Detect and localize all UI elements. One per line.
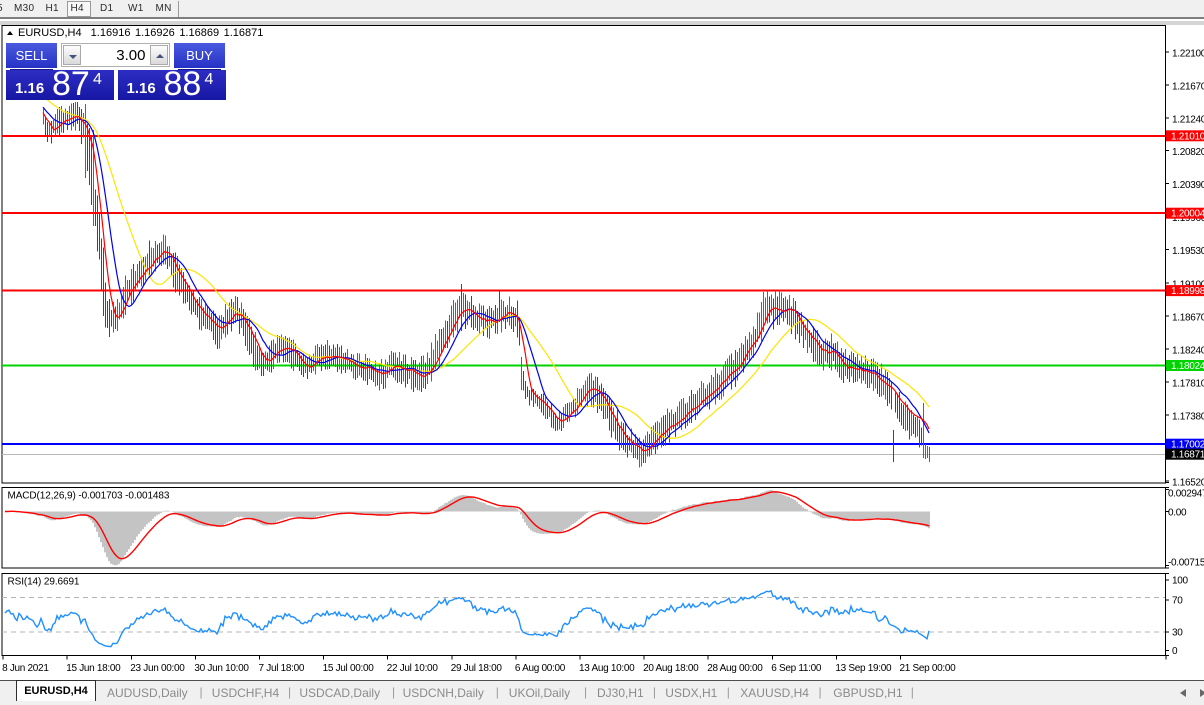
svg-text:1.20004: 1.20004 (1171, 209, 1204, 220)
svg-text:1.20820: 1.20820 (1172, 147, 1204, 158)
svg-text:13 Aug 10:00: 13 Aug 10:00 (579, 663, 635, 674)
svg-text:1.17380: 1.17380 (1172, 412, 1204, 423)
svg-text:20 Aug 18:00: 20 Aug 18:00 (643, 663, 699, 674)
svg-text:1.16871: 1.16871 (1171, 450, 1204, 461)
svg-text:1.18240: 1.18240 (1172, 345, 1204, 356)
svg-text:13 Sep 19:00: 13 Sep 19:00 (835, 663, 892, 674)
svg-text:22 Jul 10:00: 22 Jul 10:00 (387, 663, 439, 674)
svg-text:1.18998: 1.18998 (1171, 286, 1204, 297)
svg-text:21 Sep 00:00: 21 Sep 00:00 (900, 663, 957, 674)
svg-text:1.21240: 1.21240 (1172, 115, 1204, 126)
svg-text:15 Jul 00:00: 15 Jul 00:00 (323, 663, 375, 674)
svg-text:1.21010: 1.21010 (1171, 131, 1204, 142)
svg-text:30: 30 (1172, 628, 1183, 639)
svg-text:0: 0 (1172, 646, 1178, 657)
svg-text:1.20390: 1.20390 (1172, 180, 1204, 191)
svg-text:1.18670: 1.18670 (1172, 312, 1204, 323)
svg-text:0.00: 0.00 (1168, 508, 1187, 519)
svg-text:1.16520: 1.16520 (1172, 478, 1204, 489)
svg-text:-0.007154: -0.007154 (1168, 558, 1204, 569)
svg-text:0.002947: 0.002947 (1168, 489, 1204, 500)
svg-text:29 Jul 18:00: 29 Jul 18:00 (451, 663, 503, 674)
svg-text:1.17810: 1.17810 (1172, 379, 1204, 390)
svg-text:6 Sep 11:00: 6 Sep 11:00 (771, 663, 822, 674)
svg-text:1.18024: 1.18024 (1171, 361, 1204, 372)
svg-text:1.22100: 1.22100 (1172, 49, 1204, 60)
svg-text:1.19530: 1.19530 (1172, 246, 1204, 257)
svg-text:7 Jul 18:00: 7 Jul 18:00 (259, 663, 305, 674)
svg-text:70: 70 (1172, 596, 1183, 607)
svg-text:30 Jun 10:00: 30 Jun 10:00 (194, 663, 249, 674)
svg-text:1.21670: 1.21670 (1172, 82, 1204, 93)
svg-text:RSI(14) 29.6691: RSI(14) 29.6691 (8, 577, 80, 588)
svg-text:28 Aug 00:00: 28 Aug 00:00 (707, 663, 763, 674)
svg-text:1.17002: 1.17002 (1171, 440, 1204, 451)
svg-text:MACD(12,26,9) -0.001703 -0.001: MACD(12,26,9) -0.001703 -0.001483 (8, 490, 170, 501)
svg-text:23 Jun 00:00: 23 Jun 00:00 (130, 663, 185, 674)
svg-text:100: 100 (1172, 576, 1189, 587)
svg-text:6 Aug 00:00: 6 Aug 00:00 (515, 663, 566, 674)
svg-text:15 Jun 18:00: 15 Jun 18:00 (66, 663, 121, 674)
svg-text:1.19100: 1.19100 (1172, 279, 1204, 290)
svg-text:8 Jun 2021: 8 Jun 2021 (2, 663, 49, 674)
